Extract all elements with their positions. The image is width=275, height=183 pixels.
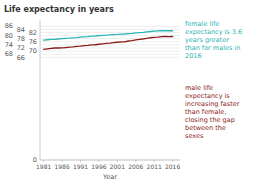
grid-line (40, 160, 180, 161)
y-tick-label: 84 (17, 26, 25, 34)
annotation-line: years greater (185, 36, 229, 44)
x-axis-label: Year (102, 173, 117, 181)
x-tick (43, 160, 44, 162)
x-tick-label: 1991 (73, 163, 88, 170)
x-tick (62, 160, 63, 162)
grid-line (40, 44, 180, 45)
grid-line (40, 29, 180, 30)
chart: 0666870727476788082848619811986199119962… (0, 0, 275, 183)
x-tick-label: 2011 (147, 163, 162, 170)
x-tick-label: 2001 (110, 163, 125, 170)
y-tick-label: 74 (5, 41, 13, 49)
grid-line (40, 41, 180, 42)
x-tick (98, 160, 99, 162)
x-axis-line (40, 160, 180, 161)
y-tick-label: 72 (17, 44, 25, 52)
x-tick-label: 1981 (36, 163, 51, 170)
annotation: male lifeexpectancy isincreasing fastert… (185, 84, 240, 140)
annotation-line: between the (185, 124, 226, 132)
y-tick-label: 76 (29, 38, 37, 46)
annotation-line: expectancy is 3.6 (185, 28, 242, 36)
x-tick-label: 2006 (128, 163, 143, 170)
series-line (44, 36, 173, 49)
annotation-line: sexes (185, 132, 204, 140)
grid-line (40, 26, 180, 27)
grid-line (40, 51, 180, 52)
title: Life expectancy in years (4, 5, 114, 14)
y-tick-label: 70 (29, 47, 37, 55)
y-axis-line (40, 20, 41, 160)
y-tick-label: 66 (17, 54, 25, 62)
x-tick (172, 160, 173, 162)
plot-area (44, 31, 173, 50)
y-tick-label: 86 (5, 22, 13, 30)
annotation-line: female life (185, 20, 219, 28)
annotation-line: than female, (185, 108, 226, 116)
x-tick (117, 160, 118, 162)
x-tick (154, 160, 155, 162)
x-tick (135, 160, 136, 162)
y-tick-label: 68 (5, 50, 13, 58)
annotation-line: increasing faster (185, 100, 240, 108)
series-line (44, 31, 173, 41)
annotation-line: than for males in (185, 44, 240, 52)
grid-line (40, 54, 180, 55)
y-tick-label: 78 (17, 35, 25, 43)
annotation-line: expectancy is (185, 92, 230, 100)
y-tick-label: 80 (5, 32, 13, 40)
grid-line (40, 57, 180, 58)
x-tick-label: 1996 (91, 163, 106, 170)
x-tick-label: 2016 (165, 163, 180, 170)
annotation-line: 2016 (185, 52, 202, 60)
y-tick-label: 82 (29, 29, 37, 37)
annotation: female lifeexpectancy is 3.6years greate… (185, 20, 242, 60)
grid-line (40, 32, 180, 33)
x-tick-label: 1986 (54, 163, 69, 170)
annotation-line: closing the gap (185, 116, 235, 124)
annotation-line: male life (185, 84, 213, 92)
x-tick (80, 160, 81, 162)
